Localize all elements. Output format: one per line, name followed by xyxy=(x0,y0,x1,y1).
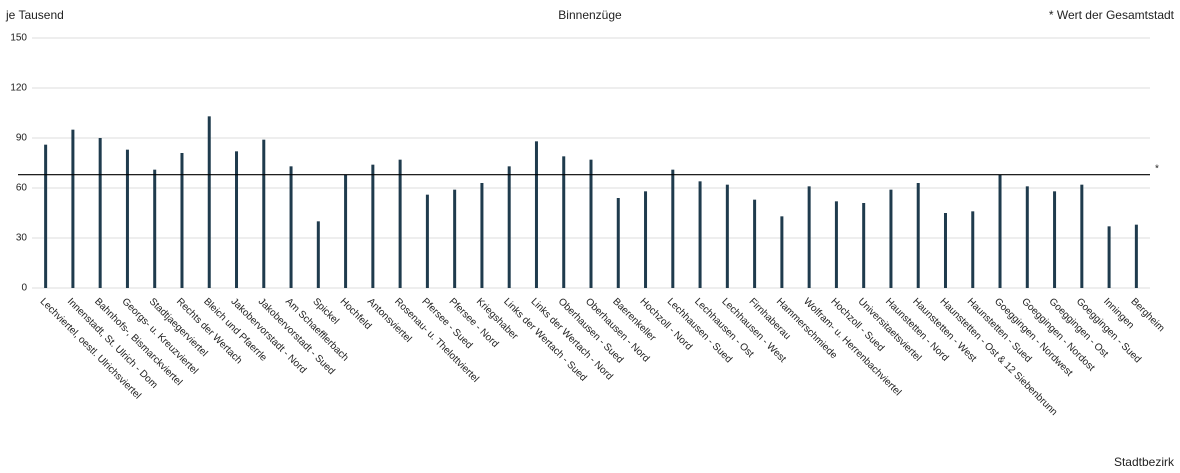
bar xyxy=(71,129,75,288)
bar xyxy=(1080,184,1084,288)
bar xyxy=(316,221,320,288)
y-tick-label: 120 xyxy=(10,83,27,94)
bar xyxy=(753,199,757,288)
bar xyxy=(125,149,129,288)
bar xyxy=(644,191,648,288)
bar xyxy=(344,174,348,288)
y-tick-label: 0 xyxy=(21,283,27,294)
chart-title: Binnenzüge xyxy=(558,8,622,22)
bar xyxy=(534,141,538,288)
bar xyxy=(971,211,975,288)
bar xyxy=(507,166,511,288)
y-axis-label: je Tausend xyxy=(5,8,64,22)
bar xyxy=(453,189,457,288)
bar xyxy=(562,156,566,288)
bar xyxy=(725,184,729,288)
reference-label: * xyxy=(1155,163,1159,174)
bar xyxy=(671,169,675,288)
bar xyxy=(862,203,866,288)
bar xyxy=(398,159,402,288)
x-tick-label: Bergheim xyxy=(1128,296,1166,334)
bar xyxy=(998,174,1002,288)
x-axis-label: Stadtbezirk xyxy=(1114,455,1175,469)
bar xyxy=(44,144,48,288)
y-tick-label: 30 xyxy=(16,233,28,244)
bar xyxy=(616,198,620,288)
bar xyxy=(780,216,784,288)
bar xyxy=(153,169,157,288)
y-tick-label: 90 xyxy=(16,133,28,144)
bar xyxy=(916,183,920,288)
bar xyxy=(589,159,593,288)
bar xyxy=(207,116,211,288)
bar xyxy=(98,138,102,288)
bar xyxy=(1053,191,1057,288)
bar xyxy=(834,201,838,288)
bar xyxy=(180,153,184,288)
bar xyxy=(943,213,947,288)
y-tick-label: 60 xyxy=(16,183,28,194)
bar xyxy=(889,189,893,288)
bar xyxy=(1025,186,1029,288)
bar xyxy=(235,151,239,288)
x-tick-label: Lechviertel, oestl. Ulrichsviertel xyxy=(38,296,143,401)
bar xyxy=(371,164,375,288)
bar xyxy=(1107,226,1111,288)
annotation: * Wert der Gesamtstadt xyxy=(1049,8,1175,22)
bar xyxy=(262,139,266,288)
bar xyxy=(807,186,811,288)
y-tick-label: 150 xyxy=(10,33,27,44)
bar xyxy=(1134,224,1138,288)
bar xyxy=(698,181,702,288)
bar xyxy=(480,183,484,288)
bar xyxy=(425,194,429,288)
bar xyxy=(289,166,293,288)
